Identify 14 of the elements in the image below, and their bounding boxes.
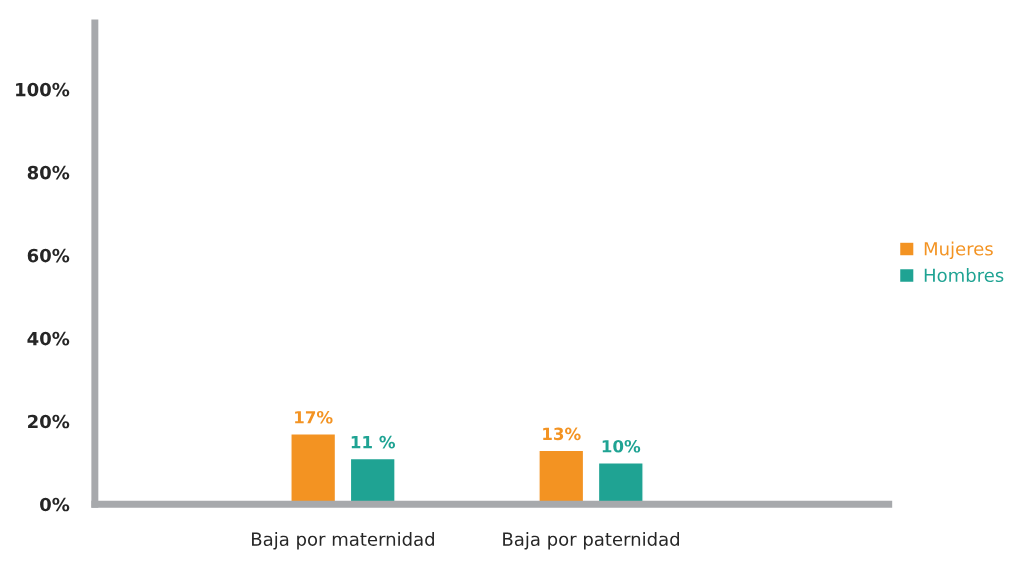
y-tick-label: 80% <box>27 165 70 180</box>
y-tick-label: 40% <box>27 331 70 346</box>
data-label: 17% <box>295 410 333 424</box>
x-tick-label: Baja por paternidad <box>503 532 679 550</box>
data-label: 11 % <box>351 435 396 449</box>
y-tick-label: 60% <box>27 248 70 263</box>
data-label: 13% <box>543 427 581 441</box>
x-tick-label: Baja por maternidad <box>252 532 434 550</box>
y-tick-label: 20% <box>28 414 70 429</box>
y-tick-label: 100% <box>16 82 70 97</box>
legend-label: Hombres <box>924 268 1004 283</box>
y-tick-label: 0% <box>40 497 70 512</box>
legend-label: Mujeres <box>924 241 993 260</box>
data-label: 10% <box>602 439 641 453</box>
